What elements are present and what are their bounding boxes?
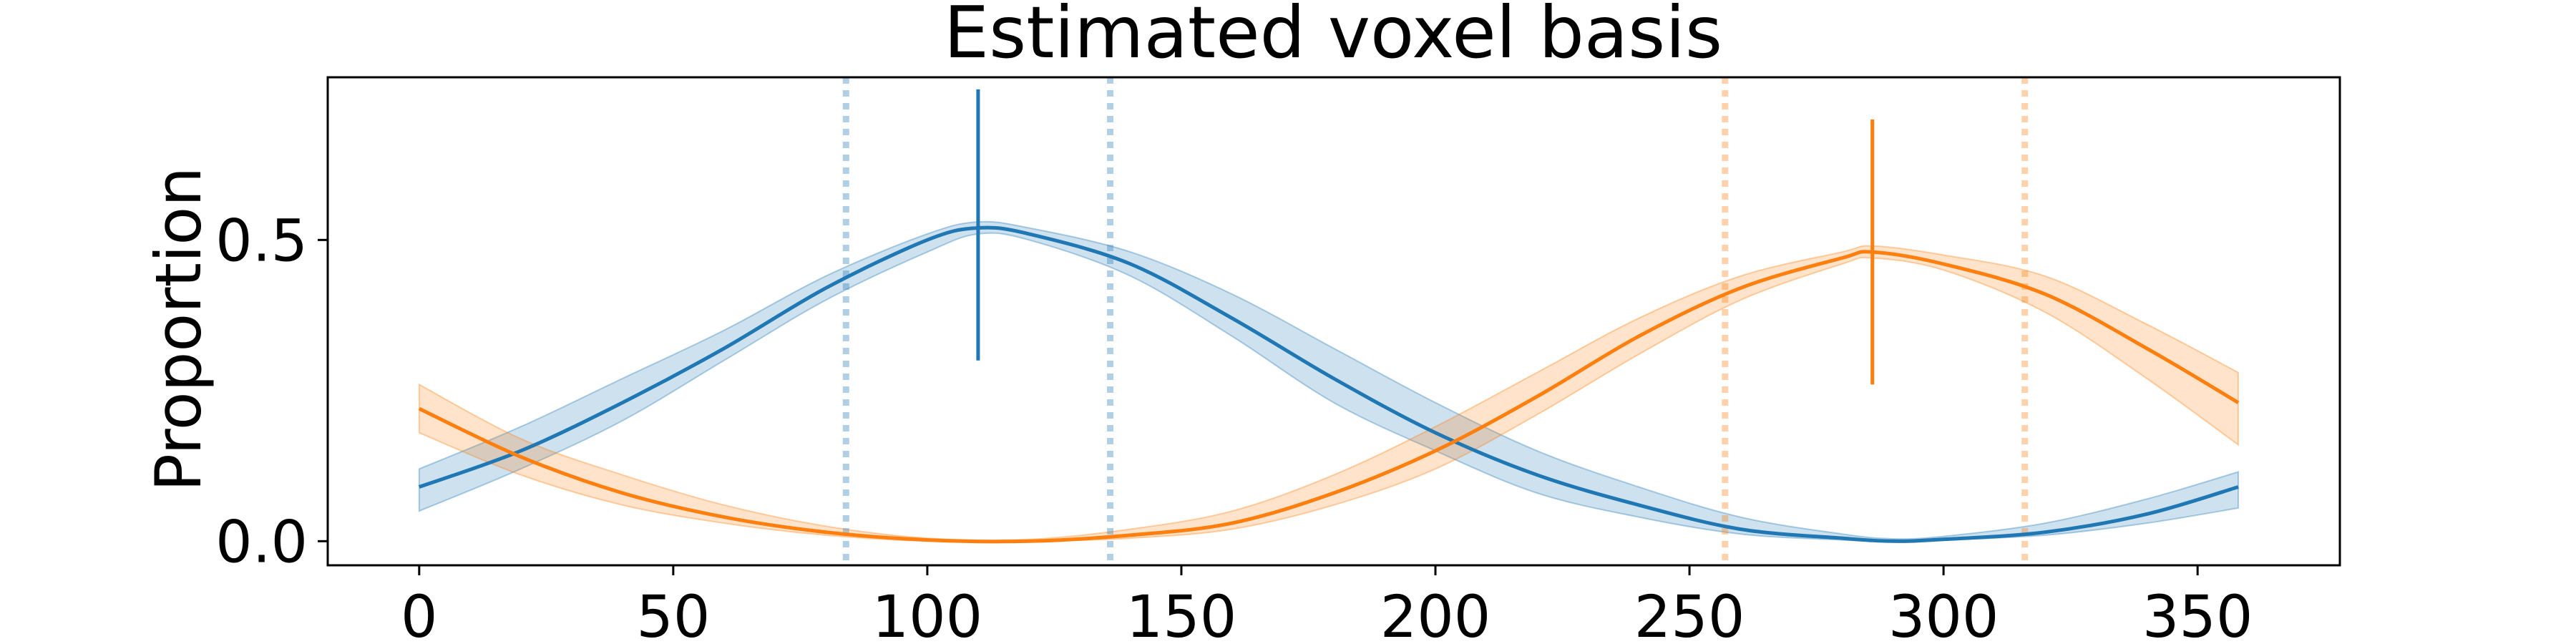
y-tick-label: 0.5 <box>215 208 308 275</box>
chart-title: Estimated voxel basis <box>944 0 1722 74</box>
x-tick-label: 250 <box>1634 584 1745 644</box>
x-tick-label: 0 <box>401 584 438 644</box>
dotted-reference-lines <box>846 77 2024 565</box>
y-axis-ticks: 0.0 0.5 <box>215 208 328 576</box>
y-tick-label: 0.0 <box>215 509 308 576</box>
x-tick-label: 200 <box>1380 584 1491 644</box>
x-axis-ticks: 0 50 100 150 200 250 300 350 <box>401 565 2253 644</box>
x-tick-label: 100 <box>872 584 983 644</box>
y-axis-label: Proportion <box>142 167 215 492</box>
x-tick-label: 150 <box>1126 584 1237 644</box>
x-tick-label: 350 <box>2142 584 2253 644</box>
x-tick-label: 300 <box>1888 584 1999 644</box>
x-tick-label: 50 <box>636 584 710 644</box>
